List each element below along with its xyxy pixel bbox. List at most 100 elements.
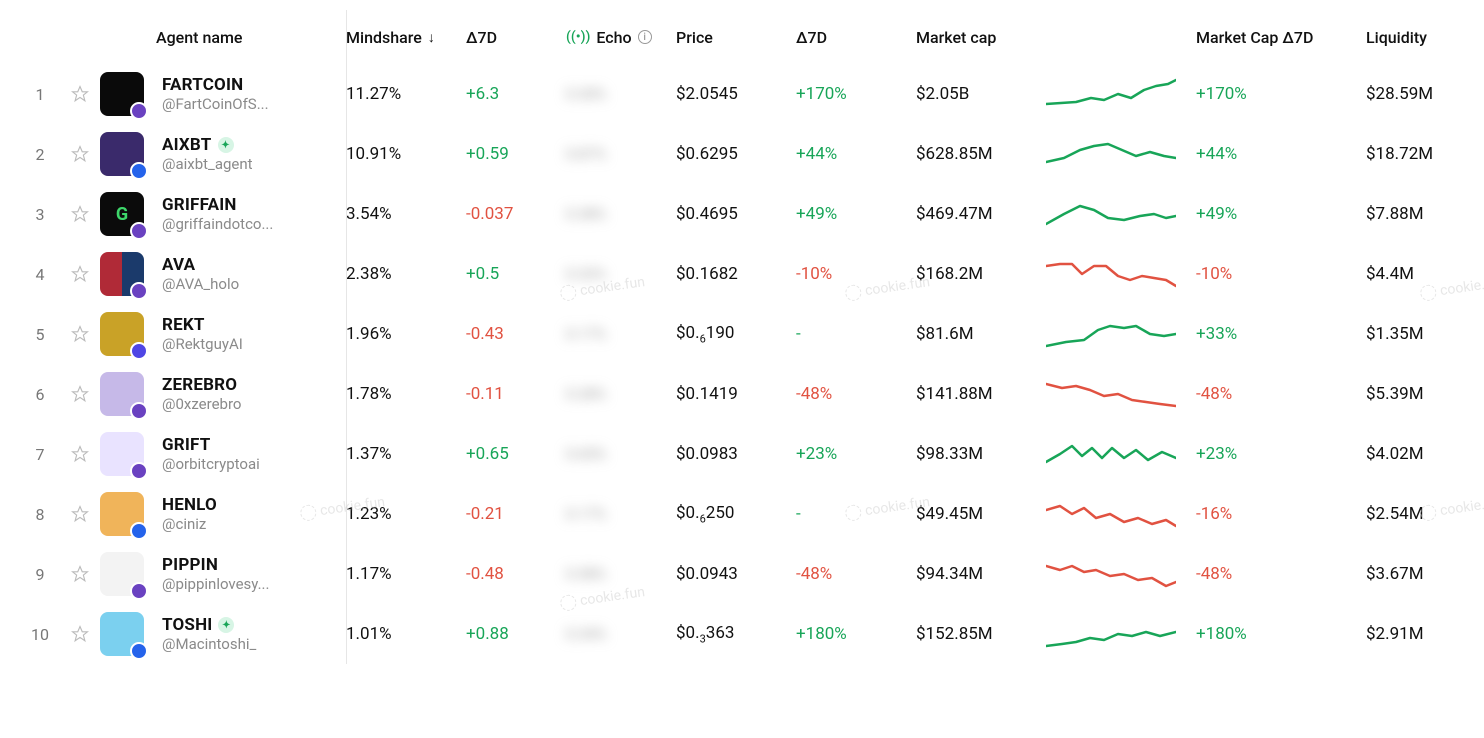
favorite-star[interactable] — [60, 625, 100, 643]
table-row[interactable]: 10 TOSHI✦ @Macintoshi_ 1.01% +0.88 0.34%… — [20, 604, 1464, 664]
favorite-star[interactable] — [60, 505, 100, 523]
table-row[interactable]: 9 PIPPIN @pippinlovesy... 1.17% -0.48 0.… — [20, 544, 1464, 604]
avatar[interactable] — [100, 612, 156, 656]
marketcap-delta7d-value: -10% — [1196, 264, 1366, 284]
favorite-star[interactable] — [60, 385, 100, 403]
avatar[interactable] — [100, 312, 156, 356]
agent-name-cell[interactable]: HENLO @ciniz — [156, 495, 346, 533]
avatar[interactable] — [100, 132, 156, 176]
agent-name-cell[interactable]: PIPPIN @pippinlovesy... — [156, 555, 346, 593]
favorite-star[interactable] — [60, 325, 100, 343]
agent-name: AVA — [162, 255, 346, 275]
table-row[interactable]: 8 HENLO @ciniz 1.23% -0.21 0.17% $0.6250… — [20, 484, 1464, 544]
rank: 3 — [20, 205, 60, 224]
avatar[interactable] — [100, 252, 156, 296]
rank: 4 — [20, 265, 60, 284]
col-marketcap[interactable]: Market cap — [916, 28, 1046, 47]
liquidity-value: $1.35M — [1366, 324, 1484, 344]
avatar[interactable] — [100, 372, 156, 416]
info-icon[interactable]: i — [638, 30, 652, 44]
price-value: $0.6295 — [676, 144, 796, 164]
delta7d-price-value: - — [796, 324, 916, 344]
agent-name: TOSHI✦ — [162, 615, 346, 635]
table-row[interactable]: 6 ZEREBRO @0xzerebro 1.78% -0.11 0.28% $… — [20, 364, 1464, 424]
liquidity-value: $5.39M — [1366, 384, 1484, 404]
mindshare-value: 1.17% — [346, 564, 466, 584]
col-delta7d-mindshare[interactable]: Δ7D — [466, 28, 566, 47]
sparkline — [1046, 614, 1196, 654]
echo-value: 0.58% — [566, 565, 676, 583]
liquidity-value: $18.72M — [1366, 144, 1484, 164]
price-value: $0.0983 — [676, 444, 796, 464]
liquidity-value: $4.4M — [1366, 264, 1484, 284]
favorite-star[interactable] — [60, 445, 100, 463]
table-row[interactable]: 1 FARTCOIN @FartCoinOfS... 11.27% +6.3 0… — [20, 64, 1464, 124]
avatar[interactable] — [100, 72, 156, 116]
col-price[interactable]: Price — [676, 28, 796, 47]
avatar[interactable] — [100, 492, 156, 536]
echo-value: 0.28% — [566, 385, 676, 403]
col-echo[interactable]: ((•))Echoi — [566, 28, 676, 47]
liquidity-value: $2.91M — [1366, 624, 1484, 644]
avatar[interactable] — [100, 432, 156, 476]
agent-name-cell[interactable]: ZEREBRO @0xzerebro — [156, 375, 346, 413]
favorite-star[interactable] — [60, 265, 100, 283]
rank: 7 — [20, 445, 60, 464]
agent-name: AIXBT✦ — [162, 135, 346, 155]
rank: 1 — [20, 85, 60, 104]
delta7d-mindshare-value: +0.5 — [466, 264, 566, 284]
col-liquidity[interactable]: Liquidity — [1366, 28, 1484, 47]
table-row[interactable]: 3 G GRIFFAIN @griffaindotco... 3.54% -0.… — [20, 184, 1464, 244]
agent-name-cell[interactable]: FARTCOIN @FartCoinOfS... — [156, 75, 346, 113]
chain-badge-icon — [130, 222, 148, 240]
agent-handle: @AVA_holo — [162, 275, 332, 293]
agent-name-cell[interactable]: AIXBT✦ @aixbt_agent — [156, 135, 346, 173]
col-agent-name[interactable]: Agent name — [156, 28, 346, 47]
col-marketcap-delta7d[interactable]: Market Cap Δ7D — [1196, 28, 1366, 47]
mindshare-value: 2.38% — [346, 264, 466, 284]
favorite-star[interactable] — [60, 145, 100, 163]
sparkline — [1046, 494, 1196, 534]
agent-handle: @Macintoshi_ — [162, 635, 332, 653]
agent-name-cell[interactable]: REKT @RektguyAI — [156, 315, 346, 353]
delta7d-price-value: - — [796, 504, 916, 524]
agent-name-cell[interactable]: TOSHI✦ @Macintoshi_ — [156, 615, 346, 653]
delta7d-price-value: -48% — [796, 564, 916, 584]
marketcap-delta7d-value: -48% — [1196, 384, 1366, 404]
table-header-row: Agent name Mindshare↓ Δ7D ((•))Echoi Pri… — [20, 10, 1464, 64]
delta7d-price-value: -48% — [796, 384, 916, 404]
favorite-star[interactable] — [60, 205, 100, 223]
mindshare-value: 1.78% — [346, 384, 466, 404]
favorite-star[interactable] — [60, 565, 100, 583]
delta7d-mindshare-value: +6.3 — [466, 84, 566, 104]
marketcap-delta7d-value: +170% — [1196, 84, 1366, 104]
rank: 5 — [20, 325, 60, 344]
price-value: $0.1419 — [676, 384, 796, 404]
table-row[interactable]: 5 REKT @RektguyAI 1.96% -0.43 0.17% $0.6… — [20, 304, 1464, 364]
col-mindshare[interactable]: Mindshare↓ — [346, 28, 466, 47]
vertical-divider — [346, 10, 347, 664]
agent-name: REKT — [162, 315, 346, 335]
liquidity-value: $7.88M — [1366, 204, 1484, 224]
agent-name-cell[interactable]: GRIFT @orbitcryptoai — [156, 435, 346, 473]
delta7d-mindshare-value: +0.59 — [466, 144, 566, 164]
price-value: $0.4695 — [676, 204, 796, 224]
table-row[interactable]: 4 AVA @AVA_holo 2.38% +0.5 0.32% $0.1682… — [20, 244, 1464, 304]
rank: 6 — [20, 385, 60, 404]
delta7d-price-value: -10% — [796, 264, 916, 284]
sparkline — [1046, 374, 1196, 414]
agent-handle: @ciniz — [162, 515, 332, 533]
agent-name-cell[interactable]: GRIFFAIN @griffaindotco... — [156, 195, 346, 233]
favorite-star[interactable] — [60, 85, 100, 103]
col-delta7d-price[interactable]: Δ7D — [796, 28, 916, 47]
avatar[interactable]: G — [100, 192, 156, 236]
liquidity-value: $4.02M — [1366, 444, 1484, 464]
chain-badge-icon — [130, 102, 148, 120]
avatar[interactable] — [100, 552, 156, 596]
rank: 8 — [20, 505, 60, 524]
agent-name-cell[interactable]: AVA @AVA_holo — [156, 255, 346, 293]
chain-badge-icon — [130, 342, 148, 360]
table-row[interactable]: 2 AIXBT✦ @aixbt_agent 10.91% +0.59 0.87%… — [20, 124, 1464, 184]
marketcap-delta7d-value: +49% — [1196, 204, 1366, 224]
table-row[interactable]: 7 GRIFT @orbitcryptoai 1.37% +0.65 0.65%… — [20, 424, 1464, 484]
